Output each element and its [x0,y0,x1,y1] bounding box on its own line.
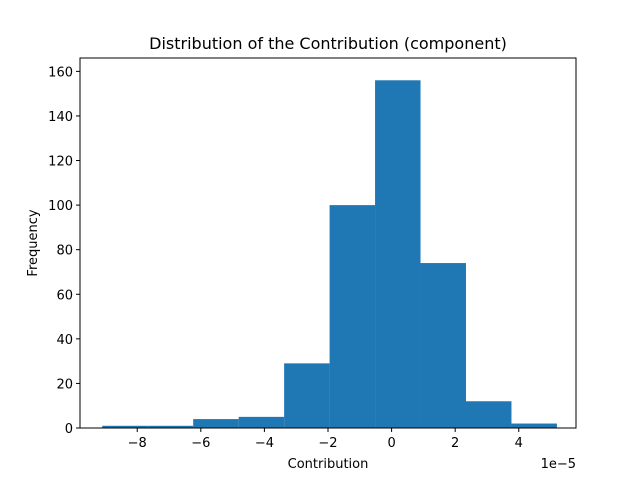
y-tick-label: 160 [48,65,73,80]
y-tick-label: 80 [56,244,73,259]
histogram-bar [284,363,330,428]
y-tick-label: 0 [65,422,73,437]
histogram-bar [193,419,239,428]
histogram-bar [465,401,512,428]
x-tick-label: 2 [451,436,459,451]
y-tick-label: 20 [56,377,73,392]
y-tick-label: 140 [48,110,73,125]
histogram-bar [375,80,421,428]
y-tick-label: 60 [56,288,73,303]
x-tick-label: 4 [515,436,523,451]
x-axis-offset-label: 1e−5 [541,457,576,472]
y-axis-ticks: 0 20 40 60 80 100 120 140 160 [48,65,80,437]
y-tick-label: 100 [48,199,73,214]
histogram-bar [420,263,466,428]
x-tick-label: −6 [191,436,210,451]
y-axis-label: Frequency [26,209,41,276]
histogram-bar [102,425,148,428]
x-tick-label: −2 [318,436,337,451]
histogram-bar [329,205,376,428]
histogram-bar [238,416,285,428]
y-tick-label: 40 [56,333,73,348]
histogram-bar [511,423,557,428]
x-tick-label: −8 [128,436,147,451]
x-tick-label: −4 [255,436,274,451]
x-axis-ticks: −8 −6 −4 −2 0 2 4 [128,428,523,451]
x-tick-label: 0 [387,436,395,451]
x-axis-label: Contribution [288,457,369,472]
histogram-bar [147,425,194,428]
chart-title: Distribution of the Contribution (compon… [149,34,507,53]
bars-group [102,80,557,428]
y-tick-label: 120 [48,155,73,170]
